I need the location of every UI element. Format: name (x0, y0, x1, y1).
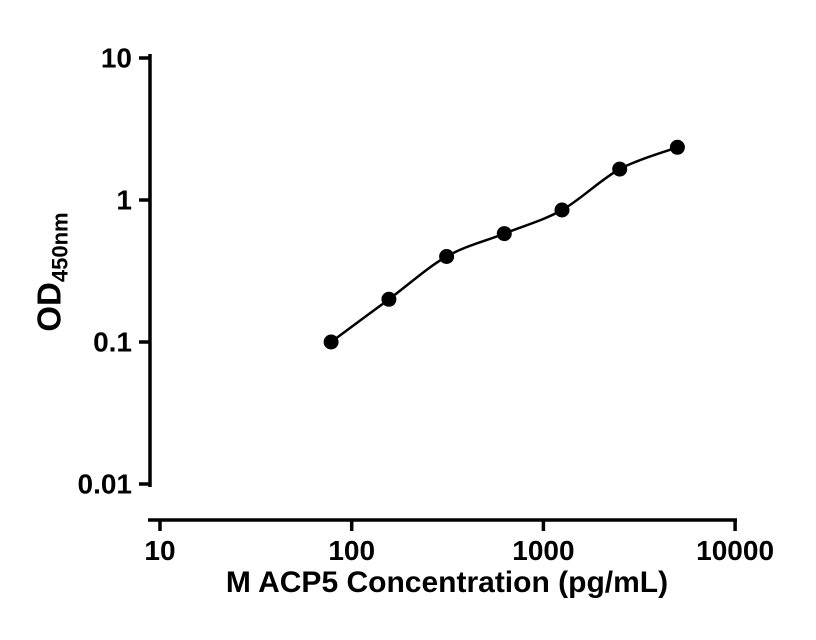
y-tick-label: 0.01 (78, 469, 133, 500)
data-point (554, 202, 570, 218)
data-point (669, 139, 685, 155)
data-point (612, 161, 628, 177)
y-axis-title-sub: 450nm (47, 212, 73, 283)
data-point (496, 226, 512, 242)
y-axis-title: OD450nm (31, 212, 74, 331)
x-tick-label: 10000 (696, 535, 774, 566)
data-point (439, 249, 455, 264)
data-point (381, 291, 397, 307)
x-axis-title: M ACP5 Concentration (pg/mL) (225, 566, 669, 599)
x-tick-label: 10 (144, 535, 175, 566)
fit-curve (330, 146, 678, 344)
y-tick-label: 1 (116, 185, 132, 216)
y-tick-label: 0.1 (93, 327, 132, 358)
x-tick-label: 100 (328, 535, 375, 566)
data-point (323, 334, 339, 350)
y-axis-title-main: OD (30, 282, 68, 332)
y-tick-label: 10 (101, 43, 132, 74)
x-tick-label: 1000 (512, 535, 574, 566)
